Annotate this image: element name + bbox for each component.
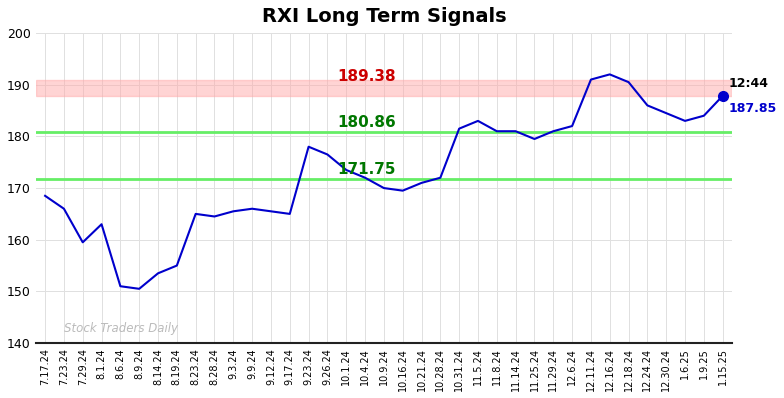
Text: 171.75: 171.75 <box>338 162 396 178</box>
Text: 189.38: 189.38 <box>338 69 396 84</box>
Text: 12:44: 12:44 <box>728 77 768 90</box>
Title: RXI Long Term Signals: RXI Long Term Signals <box>262 7 506 26</box>
Bar <box>36 80 732 96</box>
Text: Stock Traders Daily: Stock Traders Daily <box>64 322 178 336</box>
Text: 187.85: 187.85 <box>728 102 777 115</box>
Text: 180.86: 180.86 <box>338 115 397 131</box>
